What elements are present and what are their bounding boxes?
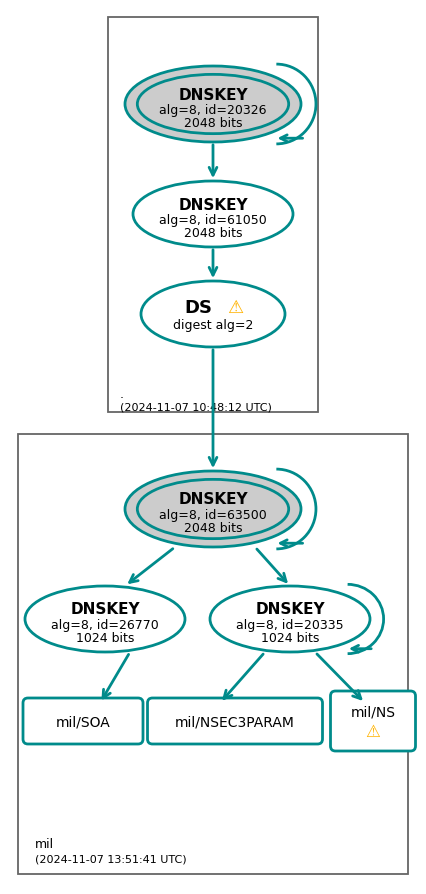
Text: 2048 bits: 2048 bits [183, 116, 242, 130]
Text: alg=8, id=61050: alg=8, id=61050 [159, 214, 266, 226]
Text: DNSKEY: DNSKEY [70, 602, 139, 617]
Text: mil/NSEC3PARAM: mil/NSEC3PARAM [175, 714, 294, 729]
Text: DNSKEY: DNSKEY [255, 602, 324, 617]
FancyBboxPatch shape [23, 698, 143, 744]
Ellipse shape [125, 67, 300, 143]
FancyBboxPatch shape [147, 698, 322, 744]
Text: mil: mil [35, 837, 54, 850]
Text: DNSKEY: DNSKEY [178, 88, 247, 103]
Ellipse shape [132, 181, 292, 248]
Bar [18, 434, 407, 874]
Ellipse shape [210, 586, 369, 653]
Text: (2024-11-07 10:48:12 UTC): (2024-11-07 10:48:12 UTC) [120, 401, 271, 411]
Bar [108, 18, 317, 412]
Text: mil/SOA: mil/SOA [55, 714, 110, 729]
Text: DNSKEY: DNSKEY [178, 198, 247, 212]
Text: 1024 bits: 1024 bits [260, 631, 319, 644]
FancyBboxPatch shape [330, 691, 414, 751]
Text: digest alg=2: digest alg=2 [173, 318, 253, 331]
Text: .: . [120, 388, 124, 401]
Ellipse shape [25, 586, 184, 653]
Ellipse shape [141, 282, 284, 348]
Text: ⚠: ⚠ [365, 722, 380, 740]
Text: alg=8, id=20335: alg=8, id=20335 [236, 618, 343, 631]
Text: alg=8, id=26770: alg=8, id=26770 [51, 618, 158, 631]
Text: DNSKEY: DNSKEY [178, 492, 247, 507]
Text: ⚠: ⚠ [226, 299, 242, 316]
Text: alg=8, id=63500: alg=8, id=63500 [159, 508, 266, 521]
Text: mil/NS: mil/NS [350, 704, 394, 718]
Text: DS: DS [184, 299, 211, 316]
Text: alg=8, id=20326: alg=8, id=20326 [159, 104, 266, 116]
Ellipse shape [125, 471, 300, 547]
Text: 1024 bits: 1024 bits [76, 631, 134, 644]
Text: (2024-11-07 13:51:41 UTC): (2024-11-07 13:51:41 UTC) [35, 854, 186, 864]
Text: 2048 bits: 2048 bits [183, 521, 242, 534]
Text: 2048 bits: 2048 bits [183, 226, 242, 240]
